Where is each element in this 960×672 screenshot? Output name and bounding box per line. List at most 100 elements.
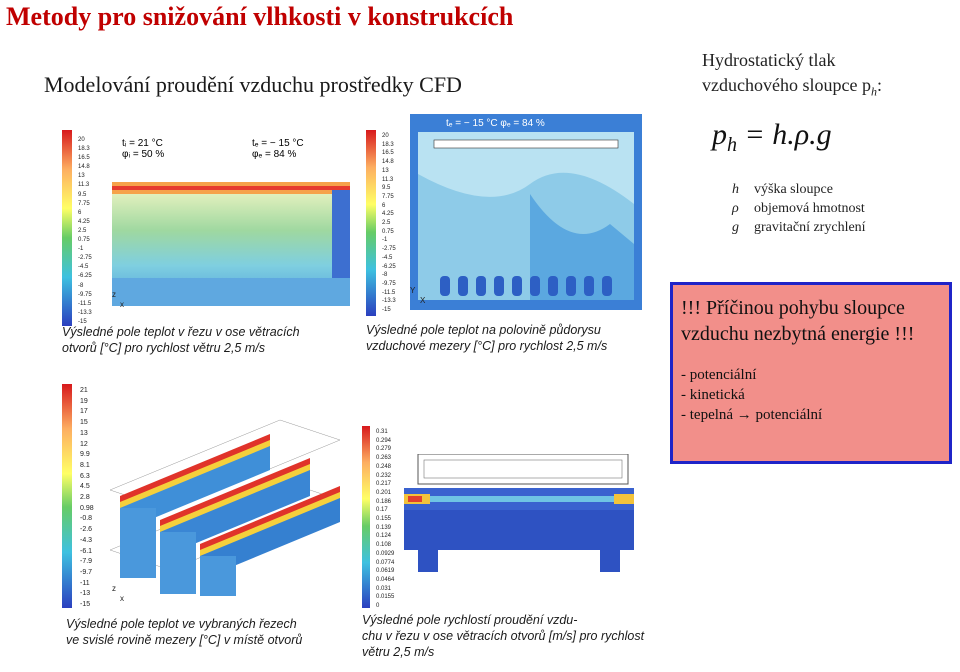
fig1-legend-tick: -1 [78, 246, 84, 253]
fig3-legend-tick: -15 [80, 601, 91, 609]
fig1-cond-right-1: tₑ = − 15 °C [252, 138, 304, 149]
fig2-legend-tick: 9.5 [382, 185, 391, 192]
fig3-legend-tick: 12 [80, 440, 88, 448]
energy-note-item: - kinetická [681, 387, 745, 403]
fig1-legend-tick: -15 [78, 318, 87, 325]
fig3-legend-scale [62, 384, 74, 608]
fig1-legend-tick: -13.3 [78, 309, 92, 316]
fig4-legend-tick: 0.031 [376, 585, 392, 592]
formula-variables: h výška sloupce ρ objemová hmotnost g gravi… [732, 180, 866, 237]
fig4-legend-tick: 0.294 [376, 437, 392, 444]
fig2-legend-tick: 13 [382, 167, 389, 174]
fig1-legend-tick: -6.25 [78, 273, 92, 280]
fig3-legend-gradient [62, 384, 72, 608]
energy-note-item: - potenciální [681, 367, 757, 383]
fig4-caption: Výsledné pole rychlostí proudění vzdu- c… [362, 613, 645, 659]
fig1-legend-tick: 11.3 [78, 182, 90, 189]
fig2-legend-tick: 20 [382, 133, 389, 139]
fig3-legend-tick: -11 [80, 579, 90, 587]
fig2-cond-top: tₑ = − 15 °C φₑ = 84 % [446, 118, 545, 129]
fig2-temperature-field: tₑ = − 15 °C φₑ = 84 % [410, 114, 642, 310]
fig3-axis-z: z [112, 584, 116, 593]
fig3-legend-tick: -0.8 [80, 515, 93, 523]
fig4-legend-tick: 0.217 [376, 481, 392, 488]
fig3-legend-tick: -2.6 [80, 526, 93, 534]
fig1-legend-tick: -8 [78, 282, 84, 289]
fig1-legend-tick: -4.5 [78, 264, 89, 271]
fig3-legend-tick: 4.5 [80, 483, 90, 491]
fig2-legend-tick: 0.75 [382, 228, 394, 235]
fig3-legend-tick: -7.9 [80, 558, 93, 566]
fig2-legend-tick: -15 [382, 307, 391, 314]
fig2-legend-scale [366, 130, 378, 316]
fig1-legend-tick: -9.75 [78, 291, 92, 298]
fig1-legend-tick: 16.5 [78, 155, 90, 162]
fig3-legend-tick: 15 [80, 419, 88, 427]
fig3-legend-tick: 8.1 [80, 461, 90, 469]
fig4-legend-tick: 0.108 [376, 542, 392, 549]
fig3-legend-tick: 9.9 [80, 451, 90, 459]
fig2-caption: Výsledné pole teplot na polovině půdorys… [366, 323, 608, 353]
fig4-legend-tick: 0.0155 [376, 594, 395, 601]
energy-note-headline: !!! Příčinou pohybu sloupce vzduchu nezb… [681, 297, 915, 345]
fig2-legend-tick: 6 [382, 202, 386, 209]
fig1-cond-left-2: φᵢ = 50 % [122, 149, 164, 160]
fig4-legend-scale [362, 426, 372, 608]
fig1-legend-tick: 7.75 [78, 200, 90, 207]
fig3-axis-x: x [120, 594, 124, 603]
fig3-legend-tick: -4.3 [80, 536, 93, 544]
fig1-legend-tick: 4.25 [78, 218, 90, 225]
fig3-legend-tick: -6.1 [80, 547, 93, 555]
fig2-legend-tick: 7.75 [382, 193, 394, 200]
fig2-legend-tick: -9.75 [382, 280, 396, 287]
fig4-legend-tick: 0.139 [376, 524, 392, 531]
fig1-legend-gradient [62, 130, 72, 326]
fig3-legend-tick: 17 [80, 408, 88, 416]
fig4-legend-tick: 0.31 [376, 429, 388, 435]
fig2-legend-tick: 11.3 [382, 176, 394, 183]
energy-note-list: - potenciální - kinetická - tepelná → po… [681, 365, 941, 425]
fig3-legend-tick: -13 [80, 590, 91, 598]
fig4-legend-tick: 0.17 [376, 507, 388, 514]
energy-note-item: - tepelná → potenciální [681, 407, 823, 423]
fig3-3d-sections-image [100, 400, 344, 596]
fig2-legend-labels: 20 18.3 16.5 14.8 13 11.3 9.5 7.75 6 4.25 2.5 0.75 -… [382, 132, 396, 315]
fig2-legend-tick: 2.5 [382, 220, 391, 227]
fig4-legend-tick: 0.279 [376, 446, 392, 453]
fig2-plan-image: tₑ = − 15 °C φₑ = 84 % [410, 114, 642, 310]
fig4-velocity-image [404, 453, 634, 572]
fig4-legend-tick: 0.0774 [376, 559, 395, 566]
fig1-caption: Výsledné pole teplot v řezu v ose větrac… [62, 325, 300, 355]
fig1-legend-scale [62, 130, 74, 326]
fig2-legend-tick: 14.8 [382, 159, 394, 166]
fig1-axis-x: x [120, 300, 124, 309]
fig1-legend-labels: 20 18.3 16.5 14.8 13 11.3 9.5 7.75 6 4.25 2.5 0.75 -… [78, 136, 92, 327]
fig1-legend-tick: 0.75 [78, 237, 90, 244]
fig4-legend-tick: 0.201 [376, 489, 392, 496]
fig1-legend-tick: 14.8 [78, 164, 90, 171]
fig4-legend-tick: 0.155 [376, 516, 392, 523]
hydrostatic-formula: ph = h.ρ.g [712, 118, 832, 156]
fig2-legend-tick: -2.75 [382, 246, 396, 253]
fig2-legend-tick: -6.25 [382, 263, 396, 270]
hydrostatic-heading: Hydrostatický tlak vzduchového sloupce p… [702, 48, 882, 105]
fig4-legend-gradient [362, 426, 370, 608]
fig3-caption: Výsledné pole teplot ve vybraných řezech… [66, 617, 303, 647]
hydrostatic-heading-line1: Hydrostatický tlak [702, 50, 836, 70]
fig3-legend-tick: 13 [80, 429, 88, 437]
fig1-legend-tick: 20 [78, 137, 85, 143]
fig1-legend-tick: 13 [78, 173, 85, 180]
fig3-legend-tick: 6.3 [80, 472, 90, 480]
fig1-cond-left-1: tᵢ = 21 °C [122, 138, 163, 149]
fig2-legend-tick: -1 [382, 237, 388, 244]
variable-row: g gravitační zrychlení [732, 220, 866, 235]
slide-title: Metody pro snižování vlhkosti v konstruk… [6, 2, 514, 31]
fig4-legend-tick: 0.0619 [376, 568, 395, 575]
slide-subtitle: Modelování proudění vzduchu prostředky C… [44, 72, 462, 97]
fig3-legend-tick: 0.98 [80, 504, 94, 512]
fig1-axis-z: z [112, 290, 116, 299]
variable-row: h výška sloupce [732, 182, 833, 197]
fig1-legend-tick: -11.5 [78, 300, 92, 307]
fig2-legend-tick: -13.3 [382, 298, 396, 305]
fig2-legend-tick: -11.5 [382, 289, 396, 296]
